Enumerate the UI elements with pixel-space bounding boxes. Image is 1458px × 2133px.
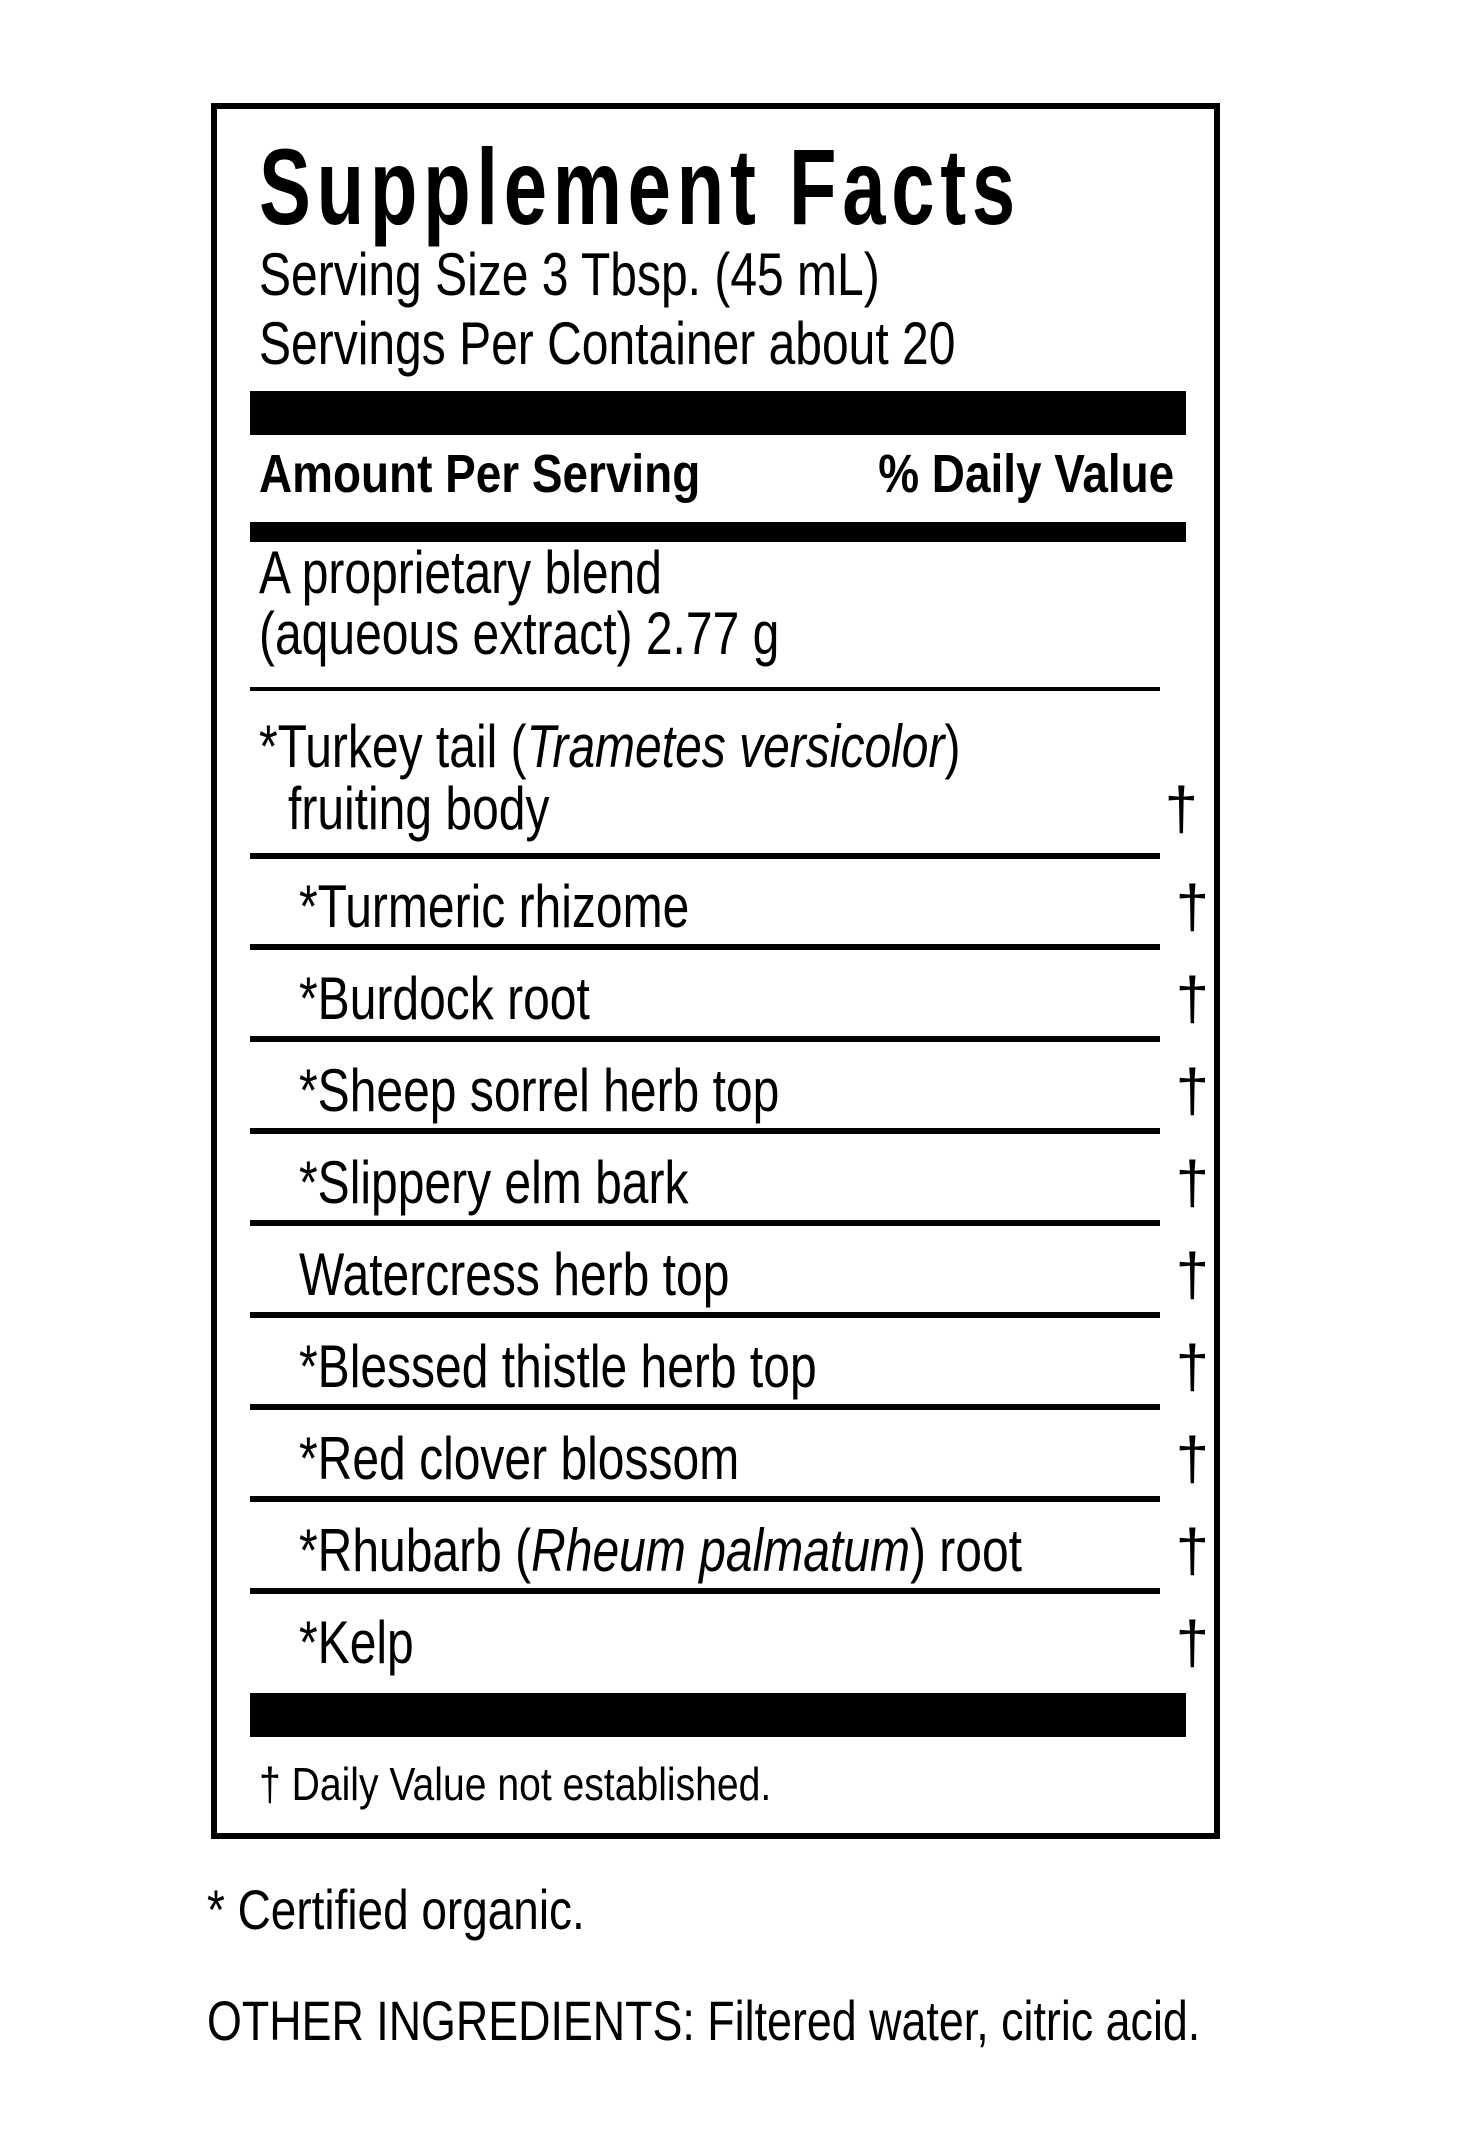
serving-size: Serving Size 3 Tbsp. (45 mL) [259, 241, 880, 308]
blend-line-2: (aqueous extract) 2.77 g [259, 600, 780, 667]
separator [250, 1496, 1160, 1502]
servings-per-container: Servings Per Container about 20 [259, 310, 956, 377]
amount-per-serving-header: Amount Per Serving [259, 444, 701, 504]
header-divider [250, 522, 1186, 542]
separator [250, 944, 1160, 950]
separator [250, 1128, 1160, 1134]
ingredient-sheep-sorrel: *Sheep sorrel herb top † [299, 1057, 1209, 1124]
certified-organic-note: * Certified organic. [207, 1878, 585, 1941]
dagger-symbol: † [1175, 1149, 1209, 1216]
dagger-symbol: † [1164, 775, 1198, 842]
ingredient-watercress: Watercress herb top † [299, 1241, 1209, 1308]
dagger-symbol: † [1175, 1057, 1209, 1124]
ingredient-rhubarb: *Rhubarb (Rheum palmatum) root † [299, 1517, 1209, 1584]
ingredient-burdock: *Burdock root † [299, 965, 1209, 1032]
ingredient-turmeric: *Turmeric rhizome † [299, 873, 1209, 940]
separator [250, 687, 1160, 691]
separator [250, 1312, 1160, 1318]
daily-value-footnote: † Daily Value not established. [259, 1758, 772, 1810]
ingredient-turkey-tail-line2: fruiting body † [288, 775, 1198, 842]
dagger-symbol: † [1175, 1333, 1209, 1400]
dagger-symbol: † [1175, 1241, 1209, 1308]
separator [250, 1220, 1160, 1226]
thick-divider-bottom [250, 1693, 1186, 1737]
ingredient-slippery-elm: *Slippery elm bark † [299, 1149, 1209, 1216]
ingredient-kelp: *Kelp † [299, 1609, 1209, 1676]
page-title: Supplement Facts [259, 126, 1021, 247]
separator [250, 1036, 1160, 1042]
dagger-symbol: † [1175, 965, 1209, 1032]
supplement-facts-box: Supplement Facts Serving Size 3 Tbsp. (4… [211, 103, 1220, 1839]
separator [250, 1588, 1160, 1594]
dagger-symbol: † [1175, 1425, 1209, 1492]
ingredient-blessed-thistle: *Blessed thistle herb top † [299, 1333, 1209, 1400]
ingredient-red-clover: *Red clover blossom † [299, 1425, 1209, 1492]
separator [250, 1404, 1160, 1410]
thick-divider-top [250, 391, 1186, 435]
ingredient-turkey-tail-line1: *Turkey tail (Trametes versicolor) [259, 713, 961, 780]
dagger-symbol: † [1175, 1609, 1209, 1676]
dagger-symbol: † [1175, 873, 1209, 940]
other-ingredients-note: OTHER INGREDIENTS: Filtered water, citri… [207, 1989, 1201, 2052]
dagger-symbol: † [1175, 1517, 1209, 1584]
daily-value-header: % Daily Value [878, 444, 1174, 504]
separator [250, 853, 1160, 859]
blend-line-1: A proprietary blend [259, 539, 662, 606]
